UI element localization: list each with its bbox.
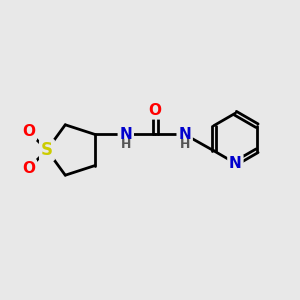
Text: N: N [229, 156, 242, 171]
Text: H: H [179, 138, 190, 151]
Text: O: O [22, 161, 35, 176]
Text: O: O [22, 124, 35, 139]
Text: N: N [119, 127, 132, 142]
Text: S: S [41, 141, 53, 159]
Text: H: H [121, 138, 131, 151]
Text: N: N [178, 127, 191, 142]
Text: O: O [149, 103, 162, 118]
